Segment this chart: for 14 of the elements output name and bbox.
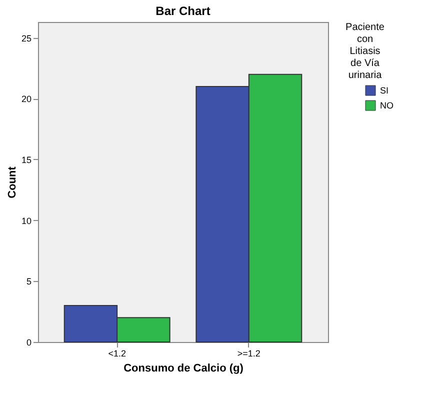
x-tick-label: >=1.2 — [237, 348, 260, 358]
legend-label: NO — [380, 100, 394, 110]
y-tick-label: 20 — [21, 94, 32, 104]
y-tick-label: 0 — [26, 338, 32, 348]
y-tick-label: 25 — [21, 33, 32, 44]
legend-label: SI — [380, 86, 389, 96]
legend-title: Paciente con Litiasis de Vía urinaria — [346, 22, 385, 81]
chart-title: Bar Chart — [156, 4, 210, 18]
x-tick-label: <1.2 — [108, 348, 126, 358]
y-tick-label: 15 — [21, 154, 32, 165]
y-tick-label: 10 — [21, 216, 32, 226]
y-axis-title: Count — [6, 166, 18, 198]
x-axis-title: Consumo de Calcio (g) — [124, 362, 244, 374]
y-tick-label: 5 — [26, 276, 32, 287]
